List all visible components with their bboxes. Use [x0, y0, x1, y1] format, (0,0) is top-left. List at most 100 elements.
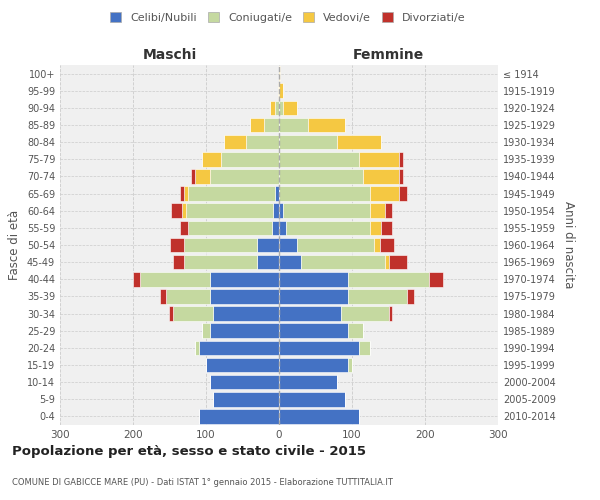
Bar — [279, 255, 301, 270]
Bar — [166, 289, 209, 304]
Bar — [279, 340, 359, 355]
Text: COMUNE DI GABICCE MARE (PU) - Dati ISTAT 1° gennaio 2015 - Elaborazione TUTTITAL: COMUNE DI GABICCE MARE (PU) - Dati ISTAT… — [12, 478, 393, 487]
Bar — [279, 100, 283, 115]
Bar — [279, 84, 283, 98]
Bar — [209, 375, 279, 390]
Bar — [269, 100, 275, 115]
Bar — [173, 306, 214, 321]
Bar — [279, 392, 344, 406]
Bar — [188, 220, 272, 235]
Bar — [283, 100, 297, 115]
Bar — [428, 272, 443, 286]
Bar — [400, 169, 403, 184]
Bar — [191, 169, 195, 184]
Bar — [349, 358, 352, 372]
Bar — [279, 289, 349, 304]
Bar — [257, 255, 279, 270]
Bar — [214, 392, 279, 406]
Bar — [185, 204, 273, 218]
Bar — [363, 169, 400, 184]
Bar — [381, 220, 392, 235]
Text: Popolazione per età, sesso e stato civile - 2015: Popolazione per età, sesso e stato civil… — [12, 445, 366, 458]
Bar — [279, 375, 337, 390]
Bar — [257, 238, 279, 252]
Bar — [407, 289, 414, 304]
Bar — [279, 66, 280, 81]
Bar — [202, 324, 209, 338]
Y-axis label: Anni di nascita: Anni di nascita — [562, 202, 575, 288]
Bar — [209, 169, 279, 184]
Bar — [301, 255, 385, 270]
Bar — [279, 204, 283, 218]
Bar — [133, 272, 140, 286]
Bar — [181, 220, 188, 235]
Bar — [182, 204, 185, 218]
Bar — [279, 135, 337, 150]
Bar — [169, 306, 173, 321]
Bar — [337, 135, 381, 150]
Bar — [400, 186, 407, 201]
Bar — [195, 169, 209, 184]
Bar — [279, 186, 370, 201]
Bar — [273, 204, 279, 218]
Bar — [184, 255, 257, 270]
Bar — [160, 289, 166, 304]
Bar — [286, 220, 370, 235]
Bar — [279, 409, 359, 424]
Legend: Celibi/Nubili, Coniugati/e, Vedovi/e, Divorziati/e: Celibi/Nubili, Coniugati/e, Vedovi/e, Di… — [106, 8, 470, 28]
Bar — [184, 186, 188, 201]
Bar — [173, 255, 184, 270]
Bar — [341, 306, 389, 321]
Bar — [279, 238, 297, 252]
Bar — [170, 238, 184, 252]
Bar — [279, 152, 359, 166]
Bar — [272, 220, 279, 235]
Bar — [275, 100, 279, 115]
Bar — [246, 135, 279, 150]
Bar — [283, 204, 370, 218]
Bar — [279, 358, 349, 372]
Bar — [224, 135, 246, 150]
Bar — [140, 272, 209, 286]
Bar — [171, 204, 182, 218]
Bar — [308, 118, 344, 132]
Bar — [181, 186, 184, 201]
Bar — [202, 152, 221, 166]
Bar — [359, 152, 400, 166]
Bar — [349, 324, 363, 338]
Bar — [389, 255, 407, 270]
Bar — [297, 238, 374, 252]
Bar — [278, 84, 279, 98]
Bar — [349, 289, 407, 304]
Bar — [380, 238, 394, 252]
Y-axis label: Fasce di età: Fasce di età — [8, 210, 21, 280]
Text: Femmine: Femmine — [353, 48, 424, 62]
Bar — [374, 238, 380, 252]
Bar — [370, 220, 381, 235]
Bar — [199, 340, 279, 355]
Bar — [279, 118, 308, 132]
Bar — [206, 358, 279, 372]
Text: Maschi: Maschi — [142, 48, 197, 62]
Bar — [195, 340, 199, 355]
Bar — [221, 152, 279, 166]
Bar — [279, 306, 341, 321]
Bar — [209, 289, 279, 304]
Bar — [279, 324, 349, 338]
Bar — [209, 324, 279, 338]
Bar — [275, 186, 279, 201]
Bar — [214, 306, 279, 321]
Bar — [389, 306, 392, 321]
Bar — [265, 118, 279, 132]
Bar — [279, 169, 363, 184]
Bar — [349, 272, 428, 286]
Bar — [209, 272, 279, 286]
Bar — [400, 152, 403, 166]
Bar — [370, 204, 385, 218]
Bar — [279, 220, 286, 235]
Bar — [279, 272, 349, 286]
Bar — [385, 255, 389, 270]
Bar — [250, 118, 265, 132]
Bar — [385, 204, 392, 218]
Bar — [188, 186, 275, 201]
